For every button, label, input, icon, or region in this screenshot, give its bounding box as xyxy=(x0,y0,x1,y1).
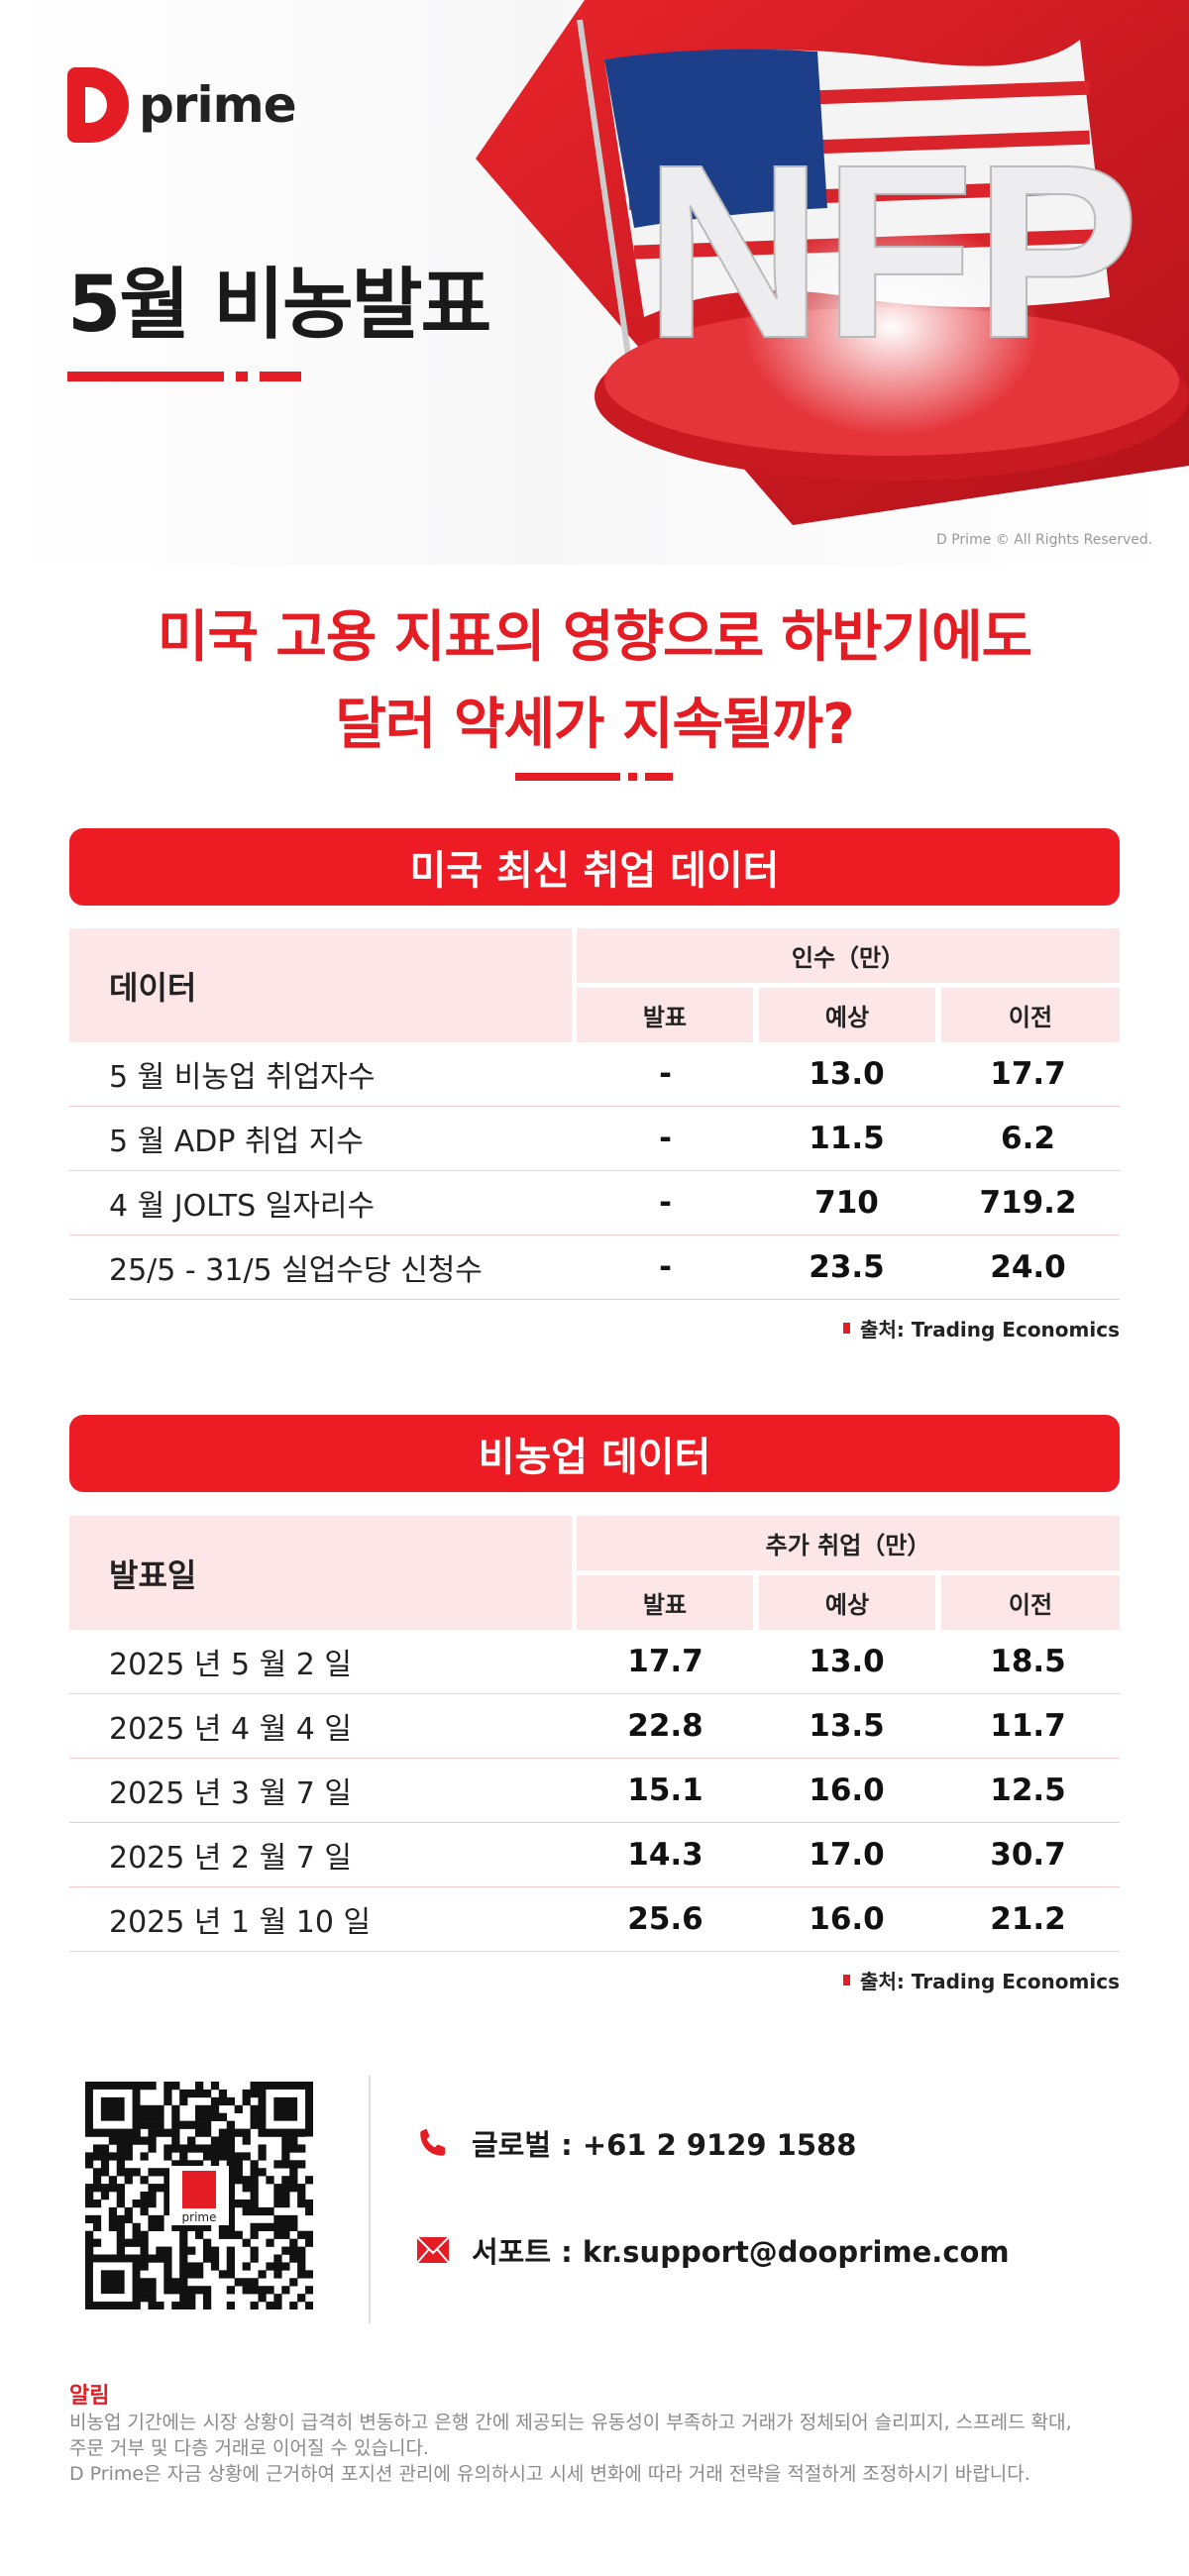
logo-mark xyxy=(67,67,129,143)
row-label: 2025 년 4 월 4 일 xyxy=(109,1712,353,1747)
divider xyxy=(645,773,673,781)
notice-line: 주문 거부 및 다층 거래로 이어질 수 있습니다. xyxy=(69,2437,429,2459)
qr-logo-text: prime xyxy=(182,2210,217,2224)
section-banner: 비농업 데이터 xyxy=(69,1415,1120,1492)
source-text: 출처: Trading Economics xyxy=(860,1970,1120,1993)
divider xyxy=(67,372,224,381)
cell-previous: 18.5 xyxy=(990,1644,1066,1679)
copyright: D Prime © All Rights Reserved. xyxy=(936,532,1153,548)
cell-forecast: 13.0 xyxy=(809,1056,885,1092)
source-note: 출처: Trading Economics xyxy=(69,1314,1120,1342)
cell-actual: 14.3 xyxy=(627,1837,703,1873)
row-label: 5 월 ADP 취업 지수 xyxy=(109,1125,364,1159)
svg-text:NFP: NFP xyxy=(644,113,1139,389)
qr-code[interactable]: prime xyxy=(85,2082,313,2309)
cell-forecast: 13.5 xyxy=(809,1708,885,1744)
row-label: 25/5 - 31/5 실업수당 신청수 xyxy=(109,1253,483,1288)
header-actual: 발표 xyxy=(577,988,753,1042)
nfp-illustration: NFP xyxy=(476,0,1189,525)
table-row: 2025 년 5 월 2 일 17.7 13.0 18.5 xyxy=(69,1630,1120,1694)
cell-previous: 21.2 xyxy=(990,1901,1066,1937)
header-previous: 이전 xyxy=(941,1575,1120,1630)
headline-line: 미국 고용 지표의 영향으로 하반기에도 xyxy=(157,605,1032,670)
table-row: 25/5 - 31/5 실업수당 신청수 - 23.5 24.0 xyxy=(69,1235,1120,1300)
cell-actual: 15.1 xyxy=(627,1772,703,1808)
row-label: 4 월 JOLTS 일자리수 xyxy=(109,1189,376,1224)
cell-forecast: 11.5 xyxy=(809,1121,885,1156)
cell-forecast: 16.0 xyxy=(809,1772,885,1808)
header-date: 발표일 xyxy=(69,1516,572,1630)
cell-previous: 719.2 xyxy=(979,1185,1077,1221)
table-header: 발표일 추가 취업（만） 발표 예상 이전 xyxy=(69,1516,1120,1630)
phone-contact[interactable]: 글로벌 : +61 2 9129 1588 xyxy=(416,2122,856,2164)
nfp-table: 발표일 추가 취업（만） 발표 예상 이전 2025 년 5 월 2 일 17.7… xyxy=(69,1516,1120,1952)
cell-previous: 30.7 xyxy=(990,1837,1066,1873)
cell-forecast: 13.0 xyxy=(809,1644,885,1679)
header-forecast: 예상 xyxy=(759,988,935,1042)
phone-text: 글로벌 : +61 2 9129 1588 xyxy=(472,2128,857,2162)
section-banner: 미국 최신 취업 데이터 xyxy=(69,828,1120,906)
table-row: 2025 년 4 월 4 일 22.8 13.5 11.7 xyxy=(69,1694,1120,1759)
cell-actual: - xyxy=(659,1185,672,1221)
table-header: 데이터 인수（만） 발표 예상 이전 xyxy=(69,928,1120,1042)
notice-line: 비농업 기간에는 시장 상황이 급격히 변동하고 은행 간에 제공되는 유동성이… xyxy=(69,2412,1072,2433)
employment-table: 데이터 인수（만） 발표 예상 이전 5 월 비농업 취업자수 - 13.0 17.7… xyxy=(69,928,1120,1300)
header-group: 추가 취업（만） xyxy=(577,1516,1120,1570)
header-previous: 이전 xyxy=(941,988,1120,1042)
cell-previous: 11.7 xyxy=(990,1708,1066,1744)
header-group: 인수（만） xyxy=(577,928,1120,983)
table-row: 2025 년 3 월 7 일 15.1 16.0 12.5 xyxy=(69,1759,1120,1823)
cell-actual: 22.8 xyxy=(627,1708,703,1744)
bullet-icon xyxy=(843,1323,851,1334)
header-actual: 발표 xyxy=(577,1575,753,1630)
header-forecast: 예상 xyxy=(759,1575,935,1630)
divider xyxy=(515,773,620,781)
source-note: 출처: Trading Economics xyxy=(69,1966,1120,1994)
cell-actual: - xyxy=(659,1249,672,1285)
table-row: 4 월 JOLTS 일자리수 - 710 719.2 xyxy=(69,1171,1120,1235)
row-label: 5 월 비농업 취업자수 xyxy=(109,1060,376,1095)
row-label: 2025 년 5 월 2 일 xyxy=(109,1648,353,1682)
email-contact[interactable]: 서포트 : kr.support@dooprime.com xyxy=(416,2229,1010,2271)
notice-text: 비농업 기간에는 시장 상황이 급격히 변동하고 은행 간에 제공되는 유동성이… xyxy=(69,2410,1139,2487)
notice-title: 알림 xyxy=(69,2384,110,2409)
cell-actual: 17.7 xyxy=(627,1644,703,1679)
table-row: 5 월 비농업 취업자수 - 13.0 17.7 xyxy=(69,1042,1120,1107)
cell-previous: 24.0 xyxy=(990,1249,1066,1285)
notice-line: D Prime은 자금 상황에 근거하여 포지션 관리에 유의하시고 시세 변화… xyxy=(69,2463,1030,2485)
divider xyxy=(628,773,637,781)
dprime-logo: prime xyxy=(67,67,297,143)
cell-actual: - xyxy=(659,1056,672,1092)
cell-actual: - xyxy=(659,1121,672,1156)
headline-line: 달러 약세가 지속될까? xyxy=(335,693,854,757)
table-row: 2025 년 2 월 7 일 14.3 17.0 30.7 xyxy=(69,1823,1120,1887)
row-label: 2025 년 3 월 7 일 xyxy=(109,1776,353,1811)
bullet-icon xyxy=(843,1975,851,1986)
cell-forecast: 23.5 xyxy=(809,1249,885,1285)
page-title: 5월 비농발표 xyxy=(67,261,491,350)
logo-text: prime xyxy=(139,76,297,134)
headline: 미국 고용 지표의 영향으로 하반기에도 달러 약세가 지속될까? xyxy=(0,594,1189,769)
cell-previous: 17.7 xyxy=(990,1056,1066,1092)
hero-banner: NFP prime 5월 비농발표 D Prime © All Rights R… xyxy=(0,0,1189,565)
table-row: 2025 년 1 월 10 일 25.6 16.0 21.2 xyxy=(69,1887,1120,1952)
cell-previous: 12.5 xyxy=(990,1772,1066,1808)
row-label: 2025 년 1 월 10 일 xyxy=(109,1905,372,1940)
divider xyxy=(369,2076,371,2323)
divider xyxy=(260,372,301,381)
cell-forecast: 16.0 xyxy=(809,1901,885,1937)
cell-forecast: 710 xyxy=(814,1185,879,1221)
source-text: 출처: Trading Economics xyxy=(860,1318,1120,1342)
row-label: 2025 년 2 월 7 일 xyxy=(109,1841,353,1876)
phone-icon xyxy=(420,2128,446,2156)
email-text: 서포트 : kr.support@dooprime.com xyxy=(472,2235,1010,2269)
cell-previous: 6.2 xyxy=(1001,1121,1055,1156)
mail-icon xyxy=(416,2236,450,2264)
header-data: 데이터 xyxy=(69,928,572,1042)
cell-forecast: 17.0 xyxy=(809,1837,885,1873)
divider xyxy=(236,372,248,381)
table-row: 5 월 ADP 취업 지수 - 11.5 6.2 xyxy=(69,1107,1120,1171)
cell-actual: 25.6 xyxy=(627,1901,703,1937)
